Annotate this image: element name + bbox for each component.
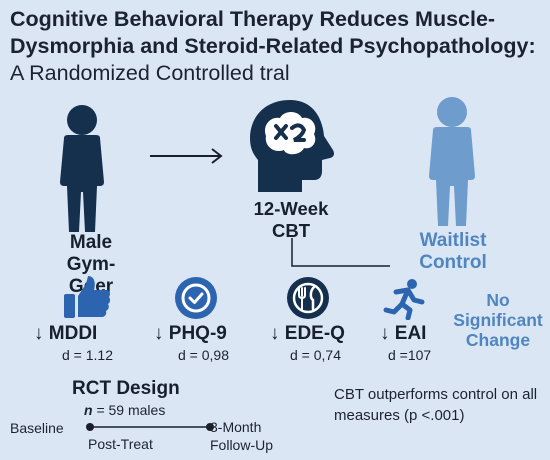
- rct-sample-size: n = 59 males: [84, 402, 165, 418]
- outcome-phq9-effect: d = 0,98: [178, 347, 229, 363]
- outcome-phq9-label: ↓ PHQ-9: [154, 323, 227, 344]
- title-main: Cognitive Behavioral Therapy Reduces Mus…: [10, 7, 536, 58]
- fork-knife-icon: [287, 277, 329, 319]
- thumbs-up-icon: [64, 276, 111, 318]
- rct-n-value: = 59 males: [92, 402, 166, 418]
- page-title: Cognitive Behavioral Therapy Reduces Mus…: [10, 6, 546, 87]
- timeline-line: [86, 423, 214, 431]
- intervention-label: 12-Week CBT: [253, 198, 329, 241]
- outcome-edeq-effect: d = 0,74: [290, 347, 341, 363]
- title-subtitle: A Randomized Controlled tral: [10, 61, 290, 85]
- outcome-mddi-effect: d = 1.12: [62, 347, 113, 363]
- check-badge-icon: [175, 277, 217, 319]
- timeline-start-dot: [86, 423, 94, 431]
- timeline-followup: 3-Month Follow-Up: [210, 419, 274, 453]
- male-person-icon: [60, 105, 104, 232]
- timeline-baseline: Baseline: [10, 420, 64, 436]
- conclusion-text: CBT outperforms control on all measures …: [334, 386, 538, 424]
- waitlist-person-icon: [429, 97, 475, 226]
- running-person-icon: [383, 279, 425, 320]
- brain-head-icon: [250, 100, 334, 192]
- connector-line: [291, 238, 390, 267]
- control-label: Waitlist Control: [419, 230, 487, 273]
- outcome-eai-effect: d =107: [388, 347, 432, 363]
- timeline-end-dot: [206, 423, 214, 431]
- rct-n-symbol: n: [84, 402, 93, 418]
- arrow-right-icon: [150, 148, 223, 164]
- outcome-edeq-label: ↓ EDE-Q: [270, 323, 345, 344]
- no-change-label: No Significant Change: [453, 290, 543, 350]
- participant-label: Male Gym-Goer: [66, 232, 116, 297]
- outcome-mddi-label: ↓ MDDI: [34, 323, 98, 344]
- timeline-post: Post-Treat: [88, 436, 153, 452]
- rct-title: RCT Design: [72, 378, 180, 399]
- outcome-eai-label: ↓ EAI: [380, 323, 427, 344]
